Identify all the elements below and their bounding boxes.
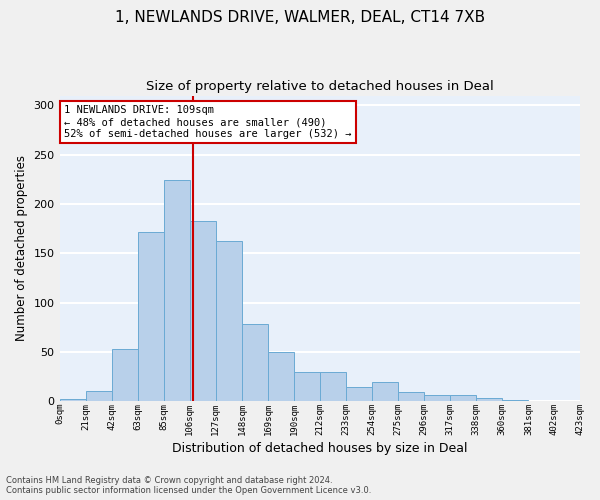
Bar <box>450 394 476 402</box>
Bar <box>242 324 268 402</box>
Bar <box>372 382 398 402</box>
Bar <box>476 398 502 402</box>
Bar <box>502 400 529 402</box>
Text: 1, NEWLANDS DRIVE, WALMER, DEAL, CT14 7XB: 1, NEWLANDS DRIVE, WALMER, DEAL, CT14 7X… <box>115 10 485 25</box>
Bar <box>268 352 294 402</box>
Bar <box>424 394 450 402</box>
Bar <box>112 349 137 402</box>
Bar <box>346 386 372 402</box>
Bar <box>294 372 320 402</box>
Bar <box>164 180 190 402</box>
Bar <box>59 400 86 402</box>
Y-axis label: Number of detached properties: Number of detached properties <box>15 156 28 342</box>
Text: Contains HM Land Registry data © Crown copyright and database right 2024.
Contai: Contains HM Land Registry data © Crown c… <box>6 476 371 495</box>
Title: Size of property relative to detached houses in Deal: Size of property relative to detached ho… <box>146 80 494 93</box>
Bar <box>190 221 216 402</box>
Bar <box>137 232 164 402</box>
Bar <box>216 240 242 402</box>
Bar <box>320 372 346 402</box>
Text: 1 NEWLANDS DRIVE: 109sqm
← 48% of detached houses are smaller (490)
52% of semi-: 1 NEWLANDS DRIVE: 109sqm ← 48% of detach… <box>64 106 352 138</box>
Bar <box>398 392 424 402</box>
Bar <box>86 390 112 402</box>
X-axis label: Distribution of detached houses by size in Deal: Distribution of detached houses by size … <box>172 442 468 455</box>
